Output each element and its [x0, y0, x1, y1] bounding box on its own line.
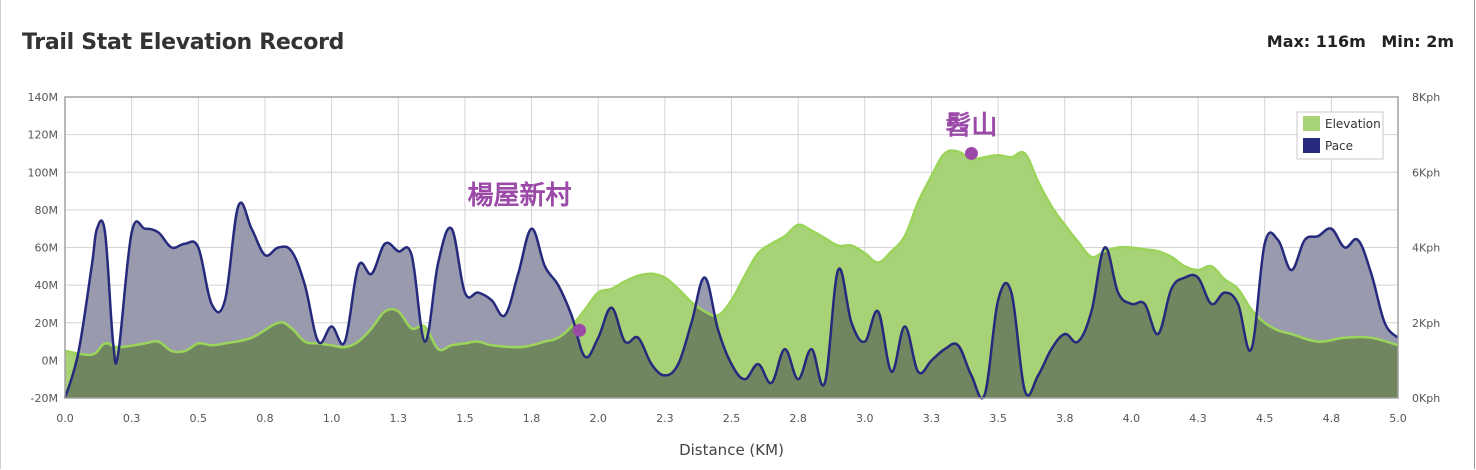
annotation-marker	[573, 323, 587, 337]
x-tick-label: 4.0	[1123, 412, 1141, 425]
y-left-tick-label: -20M	[31, 392, 58, 405]
x-tick-label: 0.0	[56, 412, 74, 425]
elevation-stats: Max: 116m Min: 2m	[1257, 32, 1454, 51]
y-right-tick-label: 8Kph	[1412, 91, 1440, 104]
x-tick-label: 1.8	[523, 412, 541, 425]
y-right-tick-label: 0Kph	[1412, 392, 1440, 405]
x-tick-label: 5.0	[1389, 412, 1407, 425]
min-elevation-label: Min: 2m	[1381, 32, 1454, 51]
y-right-tick-label: 6Kph	[1412, 166, 1440, 179]
y-left-tick-label: 20M	[35, 317, 59, 330]
x-tick-label: 2.3	[656, 412, 674, 425]
x-tick-label: 3.5	[989, 412, 1007, 425]
x-tick-label: 4.5	[1256, 412, 1274, 425]
x-tick-label: 1.3	[390, 412, 408, 425]
plot-border	[64, 96, 1399, 399]
x-tick-label: 2.5	[723, 412, 741, 425]
x-tick-label: 2.8	[789, 412, 807, 425]
legend-entry-label: Pace	[1325, 139, 1353, 153]
max-elevation-label: Max: 116m	[1266, 32, 1366, 51]
x-tick-label: 0.5	[190, 412, 208, 425]
legend: Elevation Pace	[1296, 111, 1384, 160]
page-title: Trail Stat Elevation Record	[22, 30, 345, 55]
y-left-tick-label: 60M	[35, 242, 59, 255]
x-tick-label: 3.8	[1056, 412, 1074, 425]
x-tick-label: 4.8	[1323, 412, 1341, 425]
y-left-tick-label: 120M	[28, 129, 59, 142]
y-left-tick-label: 100M	[28, 166, 59, 179]
x-tick-label: 2.0	[589, 412, 607, 425]
x-tick-label: 0.3	[123, 412, 141, 425]
x-tick-label: 3.3	[923, 412, 941, 425]
y-left-tick-label: 0M	[42, 354, 59, 367]
legend-entry-label: Elevation	[1325, 117, 1381, 131]
x-tick-label: 1.0	[323, 412, 341, 425]
legend-swatch	[1303, 116, 1320, 131]
y-left-tick-label: 80M	[35, 204, 59, 217]
x-axis-label: Distance (KM)	[679, 441, 784, 459]
y-right-tick-label: 4Kph	[1412, 242, 1440, 255]
annotation-label: 楊屋新村	[468, 180, 572, 211]
x-tick-label: 4.3	[1189, 412, 1207, 425]
x-tick-label: 1.5	[456, 412, 474, 425]
y-right-tick-label: 2Kph	[1412, 317, 1440, 330]
annotation-label: 髫山	[945, 111, 997, 141]
pace-line	[63, 201, 1399, 400]
annotation-marker	[964, 146, 978, 160]
x-tick-label: 0.8	[256, 412, 274, 425]
legend-swatch	[1303, 138, 1320, 153]
x-tick-label: 3.0	[856, 412, 874, 425]
y-left-tick-label: 40M	[35, 279, 59, 292]
y-left-tick-label: 140M	[28, 91, 59, 104]
